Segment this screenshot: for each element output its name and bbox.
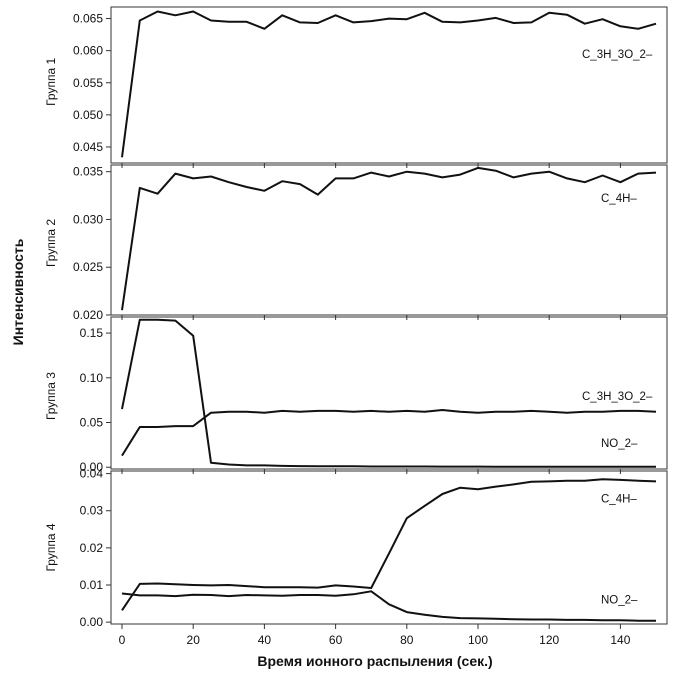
x-tick-label: 20	[187, 633, 201, 647]
series-label: NO_2–	[601, 438, 638, 450]
x-tick-label: 80	[400, 633, 414, 647]
y-tick-label: 0.00	[80, 615, 104, 629]
y-axis-title: Интенсивность	[10, 238, 26, 345]
series-line	[121, 590, 656, 622]
panel-label: Группа 3	[44, 372, 58, 420]
series-line	[121, 318, 656, 468]
x-axis-title: Время ионного распыления (сек.)	[257, 653, 492, 669]
panel-label: Группа 4	[44, 523, 58, 571]
x-tick-label: 40	[258, 633, 272, 647]
panel-frame	[110, 316, 668, 470]
y-tick-label: 0.030	[73, 212, 103, 226]
y-tick-label: 0.025	[73, 260, 103, 274]
series-line	[121, 166, 657, 311]
panel-1: 0.045 0.050 0.055 0.060 0.065 Группа 1 C_3H_3O…	[44, 6, 668, 168]
x-tick-label: 100	[468, 633, 488, 647]
x-tick-label: 140	[610, 633, 630, 647]
series-line	[121, 10, 657, 158]
y-tick-label: 0.045	[73, 140, 103, 154]
y-tick-label: 0.065	[73, 12, 103, 26]
series-label: C_3H_3O_2–	[582, 391, 653, 403]
y-tick-label: 0.020	[73, 308, 103, 322]
y-tick-label: 0.01	[80, 578, 104, 592]
series-label: C_3H_3O_2–	[582, 49, 653, 61]
y-tick-label: 0.00	[80, 460, 104, 474]
panel-2: 0.020 0.025 0.030 0.035 Группа 2 C_4H–	[44, 164, 668, 322]
y-tick-label: 0.15	[80, 326, 104, 340]
y-tick-label: 0.050	[73, 108, 103, 122]
panel-frame	[110, 470, 668, 625]
series-label: C_4H–	[601, 494, 637, 506]
series-label: NO_2–	[601, 595, 638, 607]
y-tick-label: 0.035	[73, 165, 103, 179]
panel-label: Группа 2	[44, 219, 58, 267]
panel-frame	[110, 164, 668, 316]
panel-3: 0.00 0.05 0.10 0.15 Группа 3 C_3H_3O_2– NO_2–	[44, 316, 668, 474]
x-tick-label: 120	[539, 633, 559, 647]
series-line	[121, 409, 657, 457]
y-tick-label: 0.10	[80, 371, 104, 385]
y-tick-label: 0.060	[73, 44, 103, 58]
y-tick-label: 0.04	[80, 467, 104, 481]
panel-frame	[110, 6, 668, 164]
series-label: C_4H–	[601, 193, 637, 205]
x-tick-label: 0	[119, 633, 126, 647]
series-line	[121, 478, 657, 611]
panel-4: 0.00 0.01 0.02 0.03 0.04 0 20 40 60 80 100 120 140 Гр…	[44, 467, 668, 647]
x-tick-label: 60	[329, 633, 343, 647]
y-tick-label: 0.055	[73, 76, 103, 90]
y-tick-label: 0.02	[80, 541, 104, 555]
y-tick-label: 0.03	[80, 504, 104, 518]
y-tick-label: 0.05	[80, 416, 104, 430]
panel-label: Группа 1	[44, 58, 58, 106]
